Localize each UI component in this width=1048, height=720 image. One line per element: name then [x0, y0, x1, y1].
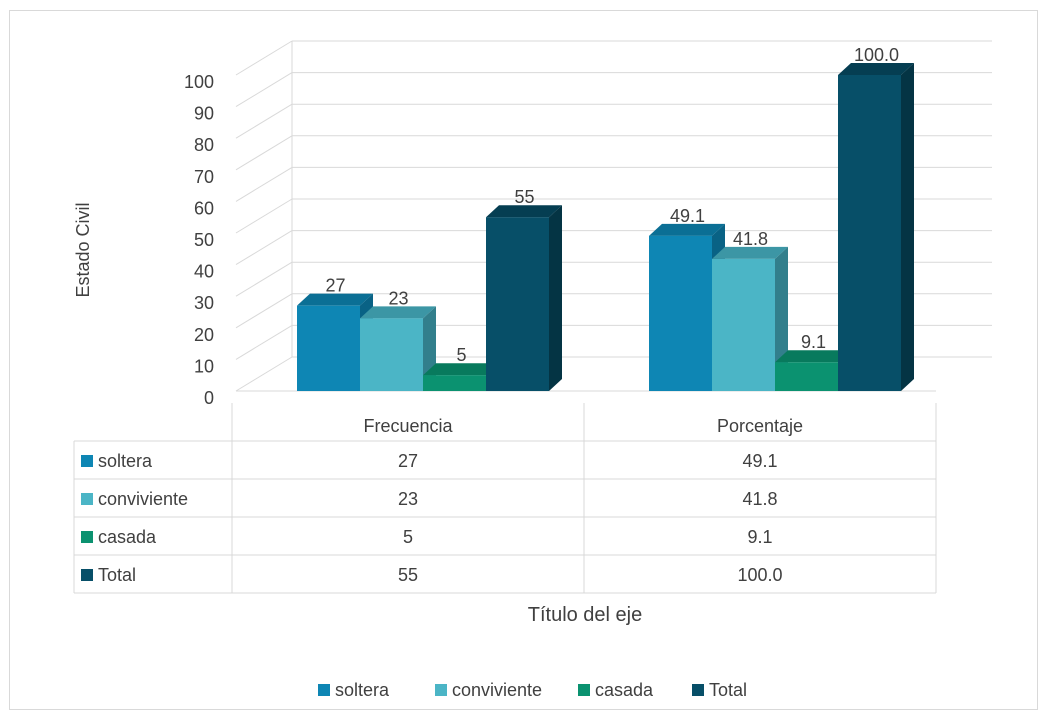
bar-top: [775, 350, 851, 363]
table-row-label-casada: casada: [98, 527, 157, 547]
bar-front: [838, 75, 901, 391]
bar-side: [901, 63, 914, 391]
table-cell-soltera-frecuencia: 27: [398, 451, 418, 471]
table-legend-key-total: [81, 569, 93, 581]
legend-key-soltera: [318, 684, 330, 696]
bar-total-frecuencia: [486, 205, 562, 391]
legend-label-casada: casada: [595, 680, 654, 700]
bar-total-porcentaje: [838, 63, 914, 391]
bar-front: [360, 318, 423, 391]
legend-label-total: Total: [709, 680, 747, 700]
table-row-label-total: Total: [98, 565, 136, 585]
table-cell-total-frecuencia: 55: [398, 565, 418, 585]
data-label-casada-porcentaje: 9.1: [801, 332, 826, 352]
y-tick-label: 10: [194, 356, 214, 376]
bar-top: [838, 63, 914, 75]
legend-label-soltera: soltera: [335, 680, 390, 700]
chart-frame: 27 23 5 55 49.1 41.8 9.1 100.0 0 10 20 30 40 50 60 70 8…: [9, 10, 1038, 710]
bar-top: [297, 293, 373, 306]
gridline-depth: [235, 356, 293, 392]
gridline-depth: [235, 166, 293, 202]
gridline-depth: [235, 293, 293, 329]
y-axis-title: Estado Civil: [73, 202, 93, 297]
bar-front: [712, 258, 775, 391]
bar-front: [423, 375, 486, 391]
bar-top: [423, 363, 499, 376]
data-label-total-porcentaje: 100.0: [854, 45, 899, 65]
data-table: Frecuencia Porcentaje soltera 27 49.1 convivi…: [73, 403, 937, 594]
y-tick-label: 80: [194, 135, 214, 155]
data-label-soltera-porcentaje: 49.1: [670, 206, 705, 226]
data-label-conviviente-frecuencia: 23: [388, 288, 408, 308]
y-tick-label: 60: [194, 198, 214, 218]
table-row-label-conviviente: conviviente: [98, 489, 188, 509]
y-tick-label: 0: [204, 388, 214, 408]
y-axis: 0 10 20 30 40 50 60 70 80 90 100: [184, 72, 214, 408]
bar-conviviente-porcentaje: [712, 246, 788, 391]
y-tick-label: 20: [194, 325, 214, 345]
table-cell-casada-frecuencia: 5: [403, 527, 413, 547]
bar-top: [486, 205, 562, 218]
x-axis-title: Título del eje: [528, 604, 643, 626]
table-legend-key-casada: [81, 531, 93, 543]
table-header-porcentaje: Porcentaje: [717, 416, 803, 436]
bar-side: [549, 205, 562, 391]
gridline-depth: [235, 40, 293, 76]
chart-bars: [297, 63, 914, 391]
bar-top: [712, 246, 788, 259]
legend-key-casada: [578, 684, 590, 696]
y-tick-label: 40: [194, 262, 214, 282]
legend-label-conviviente: conviviente: [452, 680, 542, 700]
gridline-depth: [235, 261, 293, 297]
legend-key-conviviente: [435, 684, 447, 696]
bar-front: [775, 362, 838, 391]
table-legend-key-soltera: [81, 455, 93, 467]
table-cell-casada-porcentaje: 9.1: [747, 527, 772, 547]
data-label-soltera-frecuencia: 27: [325, 276, 345, 296]
y-tick-label: 90: [194, 104, 214, 124]
table-cell-conviviente-porcentaje: 41.8: [742, 489, 777, 509]
table-cell-conviviente-frecuencia: 23: [398, 489, 418, 509]
gridline-depth: [235, 324, 293, 360]
bar-top: [360, 306, 436, 319]
gridline-depth: [235, 198, 293, 234]
table-cell-soltera-porcentaje: 49.1: [742, 451, 777, 471]
y-tick-label: 100: [184, 72, 214, 92]
table-header-frecuencia: Frecuencia: [363, 416, 453, 436]
bar-top: [649, 223, 725, 236]
legend-key-total: [692, 684, 704, 696]
y-tick-label: 30: [194, 293, 214, 313]
data-label-conviviente-porcentaje: 41.8: [733, 229, 768, 249]
table-cell-total-porcentaje: 100.0: [737, 565, 782, 585]
bar-front: [297, 305, 360, 391]
gridline-depth: [235, 103, 293, 139]
y-tick-label: 50: [194, 230, 214, 250]
y-tick-label: 70: [194, 167, 214, 187]
table-legend-key-conviviente: [81, 493, 93, 505]
bar-front: [649, 235, 712, 391]
gridline-depth: [235, 230, 293, 266]
legend: soltera conviviente casada Total: [318, 680, 747, 700]
data-label-casada-frecuencia: 5: [456, 345, 466, 365]
table-row-label-soltera: soltera: [98, 451, 153, 471]
bar-front: [486, 217, 549, 391]
data-label-total-frecuencia: 55: [514, 187, 534, 207]
gridline-depth: [235, 72, 293, 108]
gridline-depth: [235, 135, 293, 171]
